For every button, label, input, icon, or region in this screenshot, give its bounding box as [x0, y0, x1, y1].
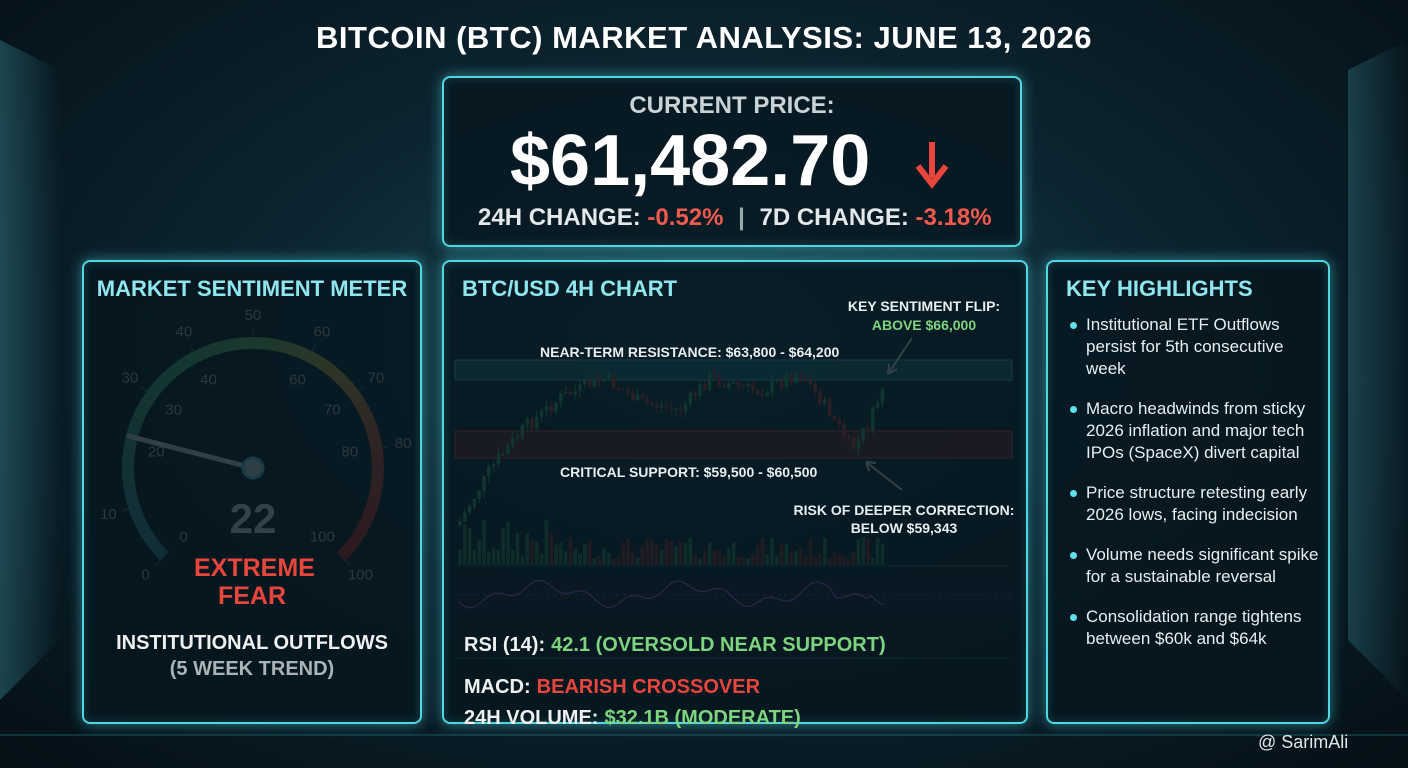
credit: @ SarimAli: [1258, 732, 1349, 752]
indicator-row: RSI (14): 42.1 (OVERSOLD NEAR SUPPORT): [464, 630, 1009, 672]
down-arrow-path: [915, 142, 949, 189]
indicator-row: 24H VOLUME: $32.1B (MODERATE): [464, 703, 1009, 734]
separator: |: [738, 204, 745, 231]
highlights-panel: KEY HIGHLIGHTS Institutional ETF Outflow…: [1046, 260, 1330, 724]
change-24h-label: 24H CHANGE:: [478, 204, 641, 231]
indicator-row: MACD: BEARISH CROSSOVER: [464, 672, 1009, 703]
indicator-value: $32.1B (MODERATE): [604, 707, 801, 729]
sentiment-note-sub: (5 WEEK TREND): [169, 658, 335, 680]
chart-panel: BTC/USD 4H CHART KEY SENTIMENT FLIP: ABO…: [442, 260, 1028, 729]
page-title: BITCOIN (BTC) MARKET ANALYSIS: JUNE 13, …: [316, 20, 1092, 55]
indicator-value: BEARISH CROSSOVER: [536, 676, 761, 698]
highlight-item: Macro headwinds from sticky 2026 inflati…: [1068, 398, 1320, 464]
highlight-item: Volume needs significant spike for a sus…: [1068, 544, 1320, 588]
change-7d-label: 7D CHANGE:: [759, 204, 909, 231]
support-label: CRITICAL SUPPORT: $59,500 - $60,500: [560, 464, 818, 480]
price-label: CURRENT PRICE:: [629, 92, 835, 119]
sentiment-note: INSTITUTIONAL OUTFLOWS: [116, 632, 388, 654]
sentiment-rating: EXTREME FEAR: [194, 554, 315, 610]
chart-title: BTC/USD 4H CHART: [462, 276, 678, 301]
highlights-title: KEY HIGHLIGHTS: [1066, 276, 1253, 301]
price-value: $61,482.70: [510, 121, 871, 201]
change-24h: -0.52%: [647, 204, 724, 231]
down-arrow: [915, 142, 949, 189]
resistance-label: NEAR-TERM RESISTANCE: $63,800 - $64,200: [540, 344, 840, 360]
risk-value: BELOW $59,343: [850, 520, 958, 536]
highlight-item: Price structure retesting early 2026 low…: [1068, 482, 1320, 526]
price-panel: CURRENT PRICE: $61,482.70 24H CHANGE: -0…: [442, 76, 1022, 247]
highlight-item: Consolidation range tightens between $60…: [1068, 606, 1320, 650]
change-row: 24H CHANGE: -0.52% | 7D CHANGE: -3.18%: [478, 204, 992, 232]
indicators: RSI (14): 42.1 (OVERSOLD NEAR SUPPORT) MAC…: [464, 630, 1009, 734]
flip-label: KEY SENTIMENT FLIP:: [847, 298, 1001, 314]
indicator-value: 42.1 (OVERSOLD NEAR SUPPORT): [551, 634, 886, 656]
indicator-label: MACD:: [464, 676, 531, 698]
highlight-item: Institutional ETF Outflows persist for 5…: [1068, 314, 1320, 380]
highlights-list: Institutional ETF Outflows persist for 5…: [1068, 314, 1320, 668]
risk-label: RISK OF DEEPER CORRECTION:: [793, 502, 1015, 518]
indicator-label: 24H VOLUME:: [464, 707, 599, 729]
deco-screen: [1348, 40, 1408, 700]
flip-value: ABOVE $66,000: [871, 317, 977, 333]
indicator-label: RSI (14):: [464, 634, 546, 656]
sentiment-title: MARKET SENTIMENT METER: [96, 276, 408, 301]
change-7d: -3.18%: [915, 204, 992, 231]
sentiment-panel: MARKET SENTIMENT METER EXTREME FEAR INST…: [82, 260, 422, 724]
deco-screen: [0, 40, 60, 700]
